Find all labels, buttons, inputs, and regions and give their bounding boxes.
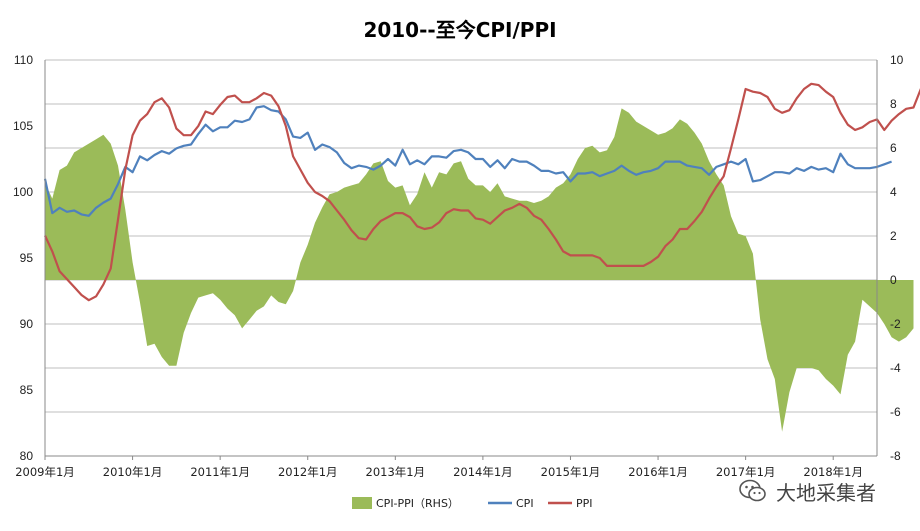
y-right-tick-label: 0 [890,273,897,287]
ppi-line [44,82,920,302]
y-left-tick-label: 95 [20,251,34,265]
legend-label: PPI [576,497,593,510]
legend: CPI-PPI（RHS） CPI PPI [352,497,593,510]
y-left-tick-label: 80 [20,449,34,463]
watermark-text: 大地采集者 [776,480,876,505]
legend-swatch-area [352,497,372,509]
cpi-ppi-area [45,108,914,432]
y-right-tick-label: 2 [890,229,897,243]
legend-label: CPI [516,497,534,510]
x-tick-label: 2011年1月 [190,465,250,479]
y-left-tick-label: 100 [13,185,33,199]
wechat-icon [739,479,766,502]
cpi-line [43,105,892,217]
x-tick-label: 2018年1月 [803,465,863,479]
x-tick-label: 2015年1月 [541,465,601,479]
x-tick-label: 2013年1月 [366,465,426,479]
x-tick-label: 2017年1月 [716,465,776,479]
x-tick-label: 2014年1月 [453,465,513,479]
cpi-ppi-area-layer [45,108,914,432]
x-tick-label: 2016年1月 [628,465,688,479]
y-right-tick-label: 4 [890,185,897,199]
line-layer [43,82,920,302]
y-right-tick-label: 8 [890,97,897,111]
y-left-tick-label: 105 [13,119,33,133]
y-right-tick-label: 10 [890,53,904,67]
watermark: 大地采集者 [738,476,876,506]
y-right-tick-label: -6 [890,405,901,419]
x-tick-label: 2010年1月 [103,465,163,479]
x-tick-label: 2009年1月 [15,465,75,479]
y-right-tick-label: -2 [890,317,901,331]
y-left-tick-label: 90 [20,317,34,331]
chart-title: 2010--至今CPI/PPI [363,18,557,42]
legend-label: CPI-PPI（RHS） [376,497,459,510]
y-left-tick-label: 85 [20,383,34,397]
axes: 80 85 90 95 100 105 110 -8 -6 -4 -2 0 2 4 6 8 10 2009年1月 2… [13,53,904,479]
x-tick-label: 2012年1月 [278,465,338,479]
y-right-tick-label: -8 [890,449,901,463]
y-right-tick-label: -4 [890,361,901,375]
y-left-tick-label: 110 [14,53,33,67]
y-right-tick-label: 6 [890,141,897,155]
